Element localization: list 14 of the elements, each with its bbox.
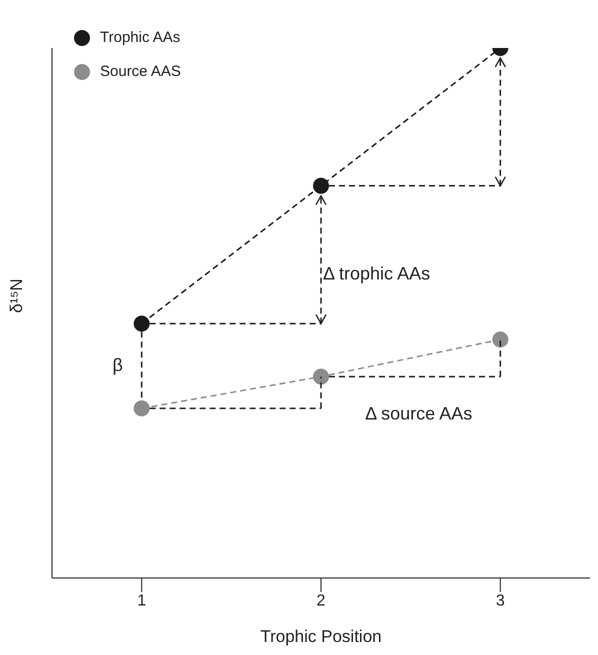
point bbox=[134, 316, 150, 332]
legend-label: Trophic AAs bbox=[100, 28, 180, 46]
x-tick-label: 3 bbox=[496, 592, 505, 610]
point bbox=[313, 368, 329, 385]
annotation: Δ trophic AAs bbox=[323, 263, 430, 284]
x-tick-label: 2 bbox=[316, 592, 326, 610]
point bbox=[492, 332, 508, 348]
point bbox=[134, 400, 150, 416]
annotation: β bbox=[112, 354, 123, 375]
annotation: Δ source AAs bbox=[365, 403, 472, 424]
legend-label: Source AAS bbox=[100, 62, 181, 80]
x-axis-title: Trophic Position bbox=[260, 627, 382, 646]
y-axis-title: δ¹⁵N bbox=[7, 278, 26, 313]
x-tick-label: 1 bbox=[137, 592, 146, 610]
